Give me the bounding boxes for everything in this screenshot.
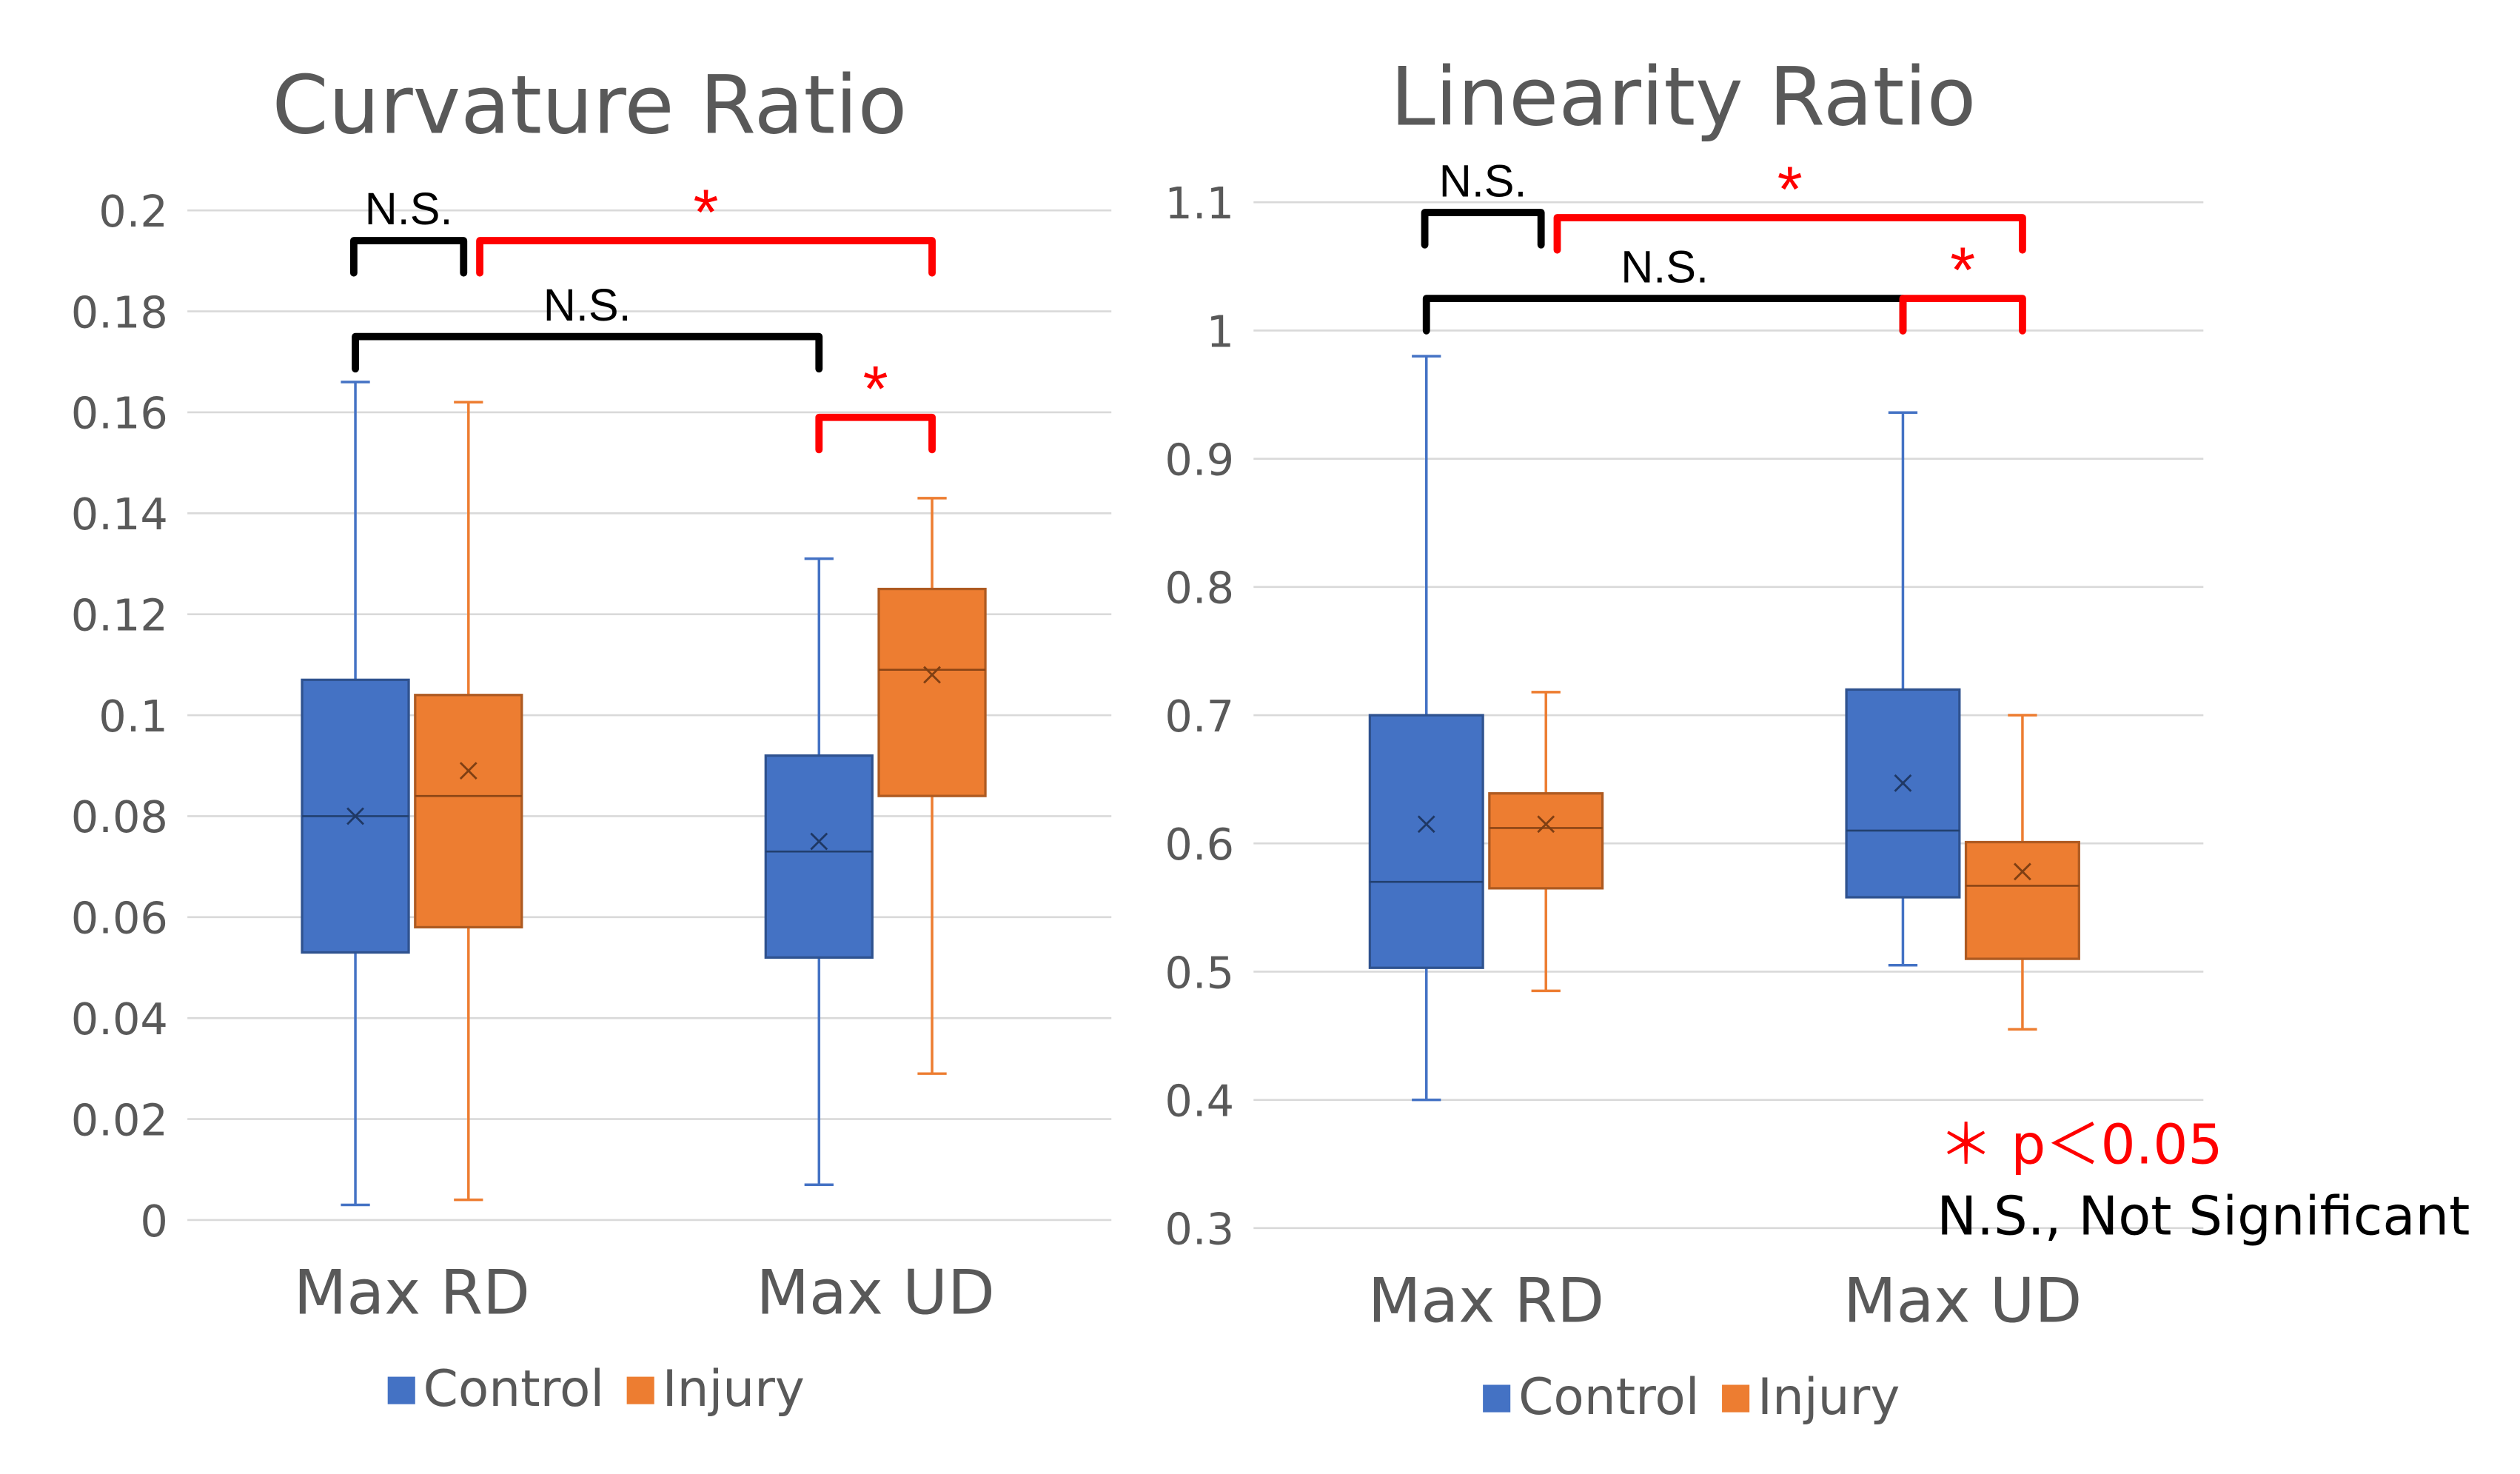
chart-panel-1: Curvature Ratio 0 0.02 0.04 0.06 0.08 0.1 0.12 0… <box>71 58 1111 1417</box>
box-injury-max-ud <box>1966 715 2080 1029</box>
x-category-label: Max RD <box>294 1256 530 1328</box>
abbreviation-note: N.S., Not Significant <box>1937 1185 2470 1247</box>
box-control-max-ud <box>765 559 872 1185</box>
significance-bracket: N.S. <box>1425 155 1541 244</box>
box-iqr <box>1966 842 2080 959</box>
legend-swatch-control <box>388 1377 415 1404</box>
y-tick-label: 0 <box>140 1196 167 1247</box>
y-tick-label: 0.7 <box>1165 691 1234 742</box>
y-tick-label: 0.04 <box>71 994 168 1045</box>
y-tick-label: 0.5 <box>1165 947 1234 998</box>
legend-label-control: Control <box>1518 1367 1699 1426</box>
significance-star: * <box>694 176 719 248</box>
significance-ns-label: N.S. <box>365 184 453 234</box>
box-iqr <box>1846 689 1960 897</box>
legend: Control Injury <box>1483 1367 1900 1426</box>
y-tick-label: 0.08 <box>71 791 168 842</box>
significance-star: * <box>1950 234 1975 306</box>
x-category-label: Max UD <box>757 1256 995 1328</box>
y-tick-label: 1 <box>1207 306 1234 357</box>
y-tick-label: 0.12 <box>71 589 168 640</box>
bracket-line <box>1427 298 1903 331</box>
box-iqr <box>879 589 985 797</box>
significance-bracket: * <box>1903 234 2022 330</box>
bracket-line <box>355 337 819 369</box>
box-control-max-rd <box>1370 356 1483 1100</box>
box-control-max-rd <box>302 382 409 1205</box>
box-injury-max-rd <box>415 402 522 1199</box>
box-iqr <box>1370 715 1483 968</box>
legend-swatch-injury <box>627 1377 654 1404</box>
y-tick-label: 0.3 <box>1165 1204 1234 1255</box>
y-tick-label: 0.1 <box>98 691 168 742</box>
chart-title: Curvature Ratio <box>272 58 908 152</box>
y-tick-label: 0.2 <box>98 186 168 237</box>
box-iqr <box>1489 794 1603 888</box>
significance-star: * <box>863 353 888 425</box>
y-tick-label: 0.8 <box>1165 563 1234 614</box>
significance-bracket: N.S. <box>1427 241 1903 330</box>
significance-bracket: N.S. <box>354 184 463 272</box>
x-category-label: Max UD <box>1843 1264 2082 1336</box>
y-tick-label: 0.6 <box>1165 819 1234 870</box>
significance-ns-label: N.S. <box>1621 241 1709 292</box>
box-injury-max-rd <box>1489 692 1603 991</box>
box-iqr <box>765 756 872 958</box>
legend-label-injury: Injury <box>1757 1367 1900 1426</box>
significance-star: * <box>1777 153 1803 225</box>
chart-panel-2: Linearity Ratio 0.3 0.4 0.5 0.6 0.7 0.8 0.9 1 1.1… <box>1165 50 2470 1426</box>
legend-swatch-injury <box>1722 1385 1749 1413</box>
y-tick-label: 0.06 <box>71 893 168 944</box>
chart-title: Linearity Ratio <box>1390 50 1976 144</box>
figure: Curvature Ratio 0 0.02 0.04 0.06 0.08 0.1 0.12 0… <box>0 0 2520 1474</box>
box-control-max-ud <box>1846 412 1960 965</box>
legend-swatch-control <box>1483 1385 1510 1413</box>
significance-ns-label: N.S. <box>1439 155 1527 206</box>
y-tick-label: 0.4 <box>1165 1075 1234 1126</box>
bracket-line <box>354 241 463 273</box>
y-tick-label: 0.16 <box>71 388 168 439</box>
significance-bracket: N.S. <box>355 280 819 369</box>
significance-ns-label: N.S. <box>543 280 631 330</box>
y-tick-label: 0.9 <box>1165 434 1234 485</box>
box-injury-max-ud <box>879 498 985 1073</box>
significance-note: ＊ p＜0.05 <box>1938 1113 2222 1177</box>
x-category-label: Max RD <box>1368 1264 1604 1336</box>
significance-bracket: * <box>480 176 932 272</box>
legend: Control Injury <box>388 1359 805 1418</box>
legend-label-injury: Injury <box>663 1359 805 1418</box>
legend-label-control: Control <box>423 1359 604 1418</box>
y-tick-label: 0.18 <box>71 287 168 338</box>
y-tick-label: 1.1 <box>1165 178 1234 229</box>
y-tick-label: 0.02 <box>71 1094 168 1145</box>
box-iqr <box>415 695 522 928</box>
y-tick-label: 0.14 <box>71 489 168 540</box>
bracket-line <box>1425 212 1541 245</box>
significance-bracket: * <box>819 353 932 449</box>
